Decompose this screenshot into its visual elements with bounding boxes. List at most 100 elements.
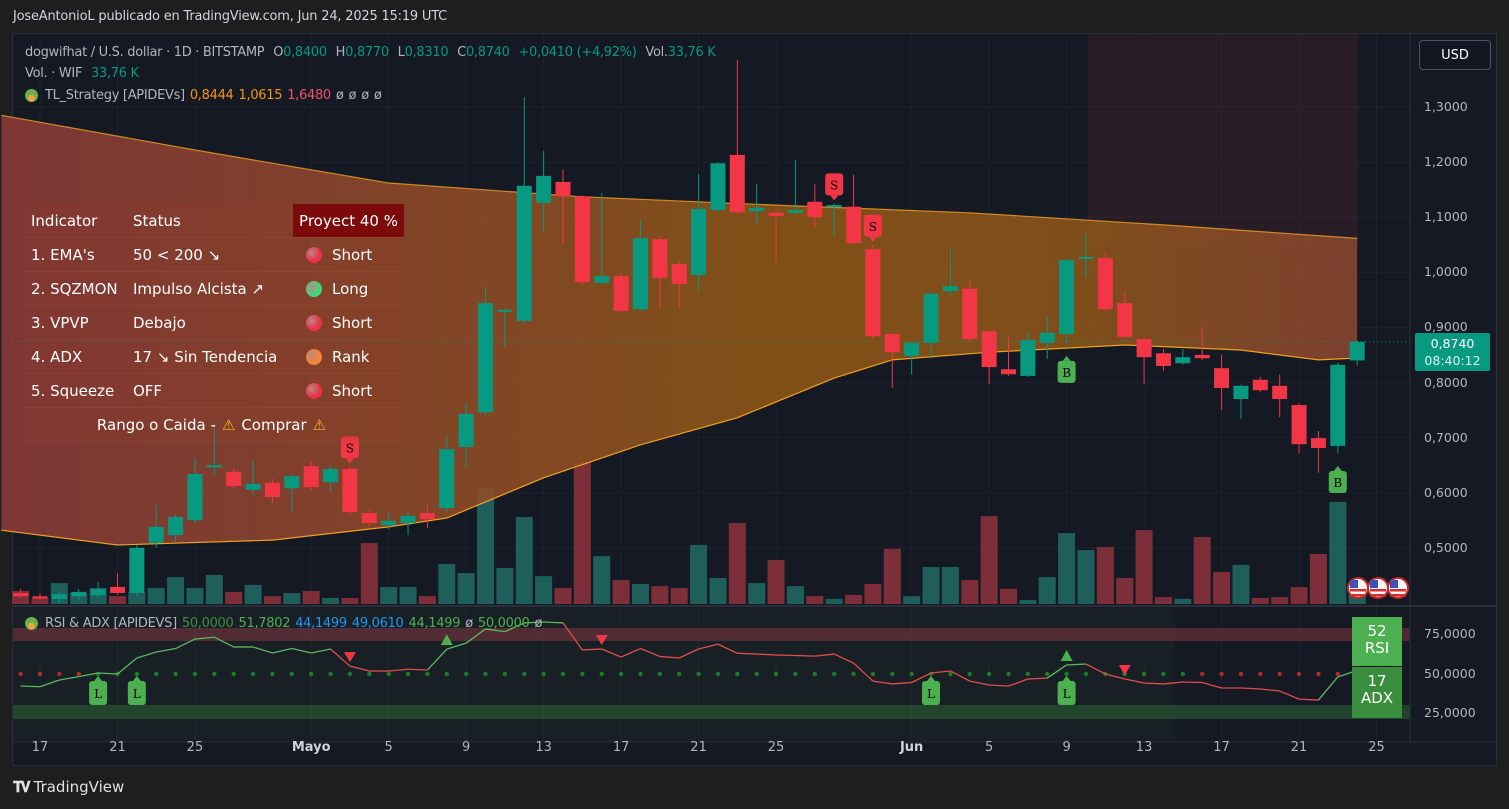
volume-bar xyxy=(1038,577,1056,604)
volume-bar xyxy=(438,564,456,604)
rsi-line-segment xyxy=(194,636,215,640)
time-tick-label: 13 xyxy=(535,740,552,755)
adx-dot xyxy=(270,671,275,677)
flag-stripe xyxy=(1350,594,1366,597)
rsi-line-segment xyxy=(1317,676,1339,701)
signal-pointer xyxy=(1062,355,1071,361)
long-marker: L xyxy=(127,676,146,705)
row-signal: Short xyxy=(293,374,404,407)
rsi-legend-value: ø xyxy=(534,616,543,631)
flag-canton xyxy=(1350,580,1358,588)
volume-bar xyxy=(922,567,940,604)
row-status: Impulso Alcista ↗ xyxy=(133,279,265,298)
volume-bar xyxy=(941,567,959,604)
high-label: H xyxy=(335,45,346,60)
volume-bar xyxy=(1309,554,1327,604)
rsi-line-segment xyxy=(1163,681,1183,685)
candle-body xyxy=(1117,303,1133,337)
candle-body xyxy=(478,303,494,413)
long-box xyxy=(1057,681,1076,705)
adx-dot xyxy=(948,671,953,677)
candles xyxy=(13,60,1365,603)
rsi-line-segment xyxy=(408,668,428,671)
signal-label: B xyxy=(1333,476,1342,490)
tradingview-logo[interactable]: 𝐓𝐕 TradingView xyxy=(13,778,124,796)
adx-dot xyxy=(696,671,701,677)
adx-dot xyxy=(986,671,992,677)
rsi-line-segment xyxy=(349,665,370,672)
bullish-triangle-icon xyxy=(440,634,453,646)
signal-pointer xyxy=(868,236,877,242)
row-status: 50 < 200 ↘ xyxy=(133,245,221,264)
volume-bar xyxy=(360,543,378,604)
adx-dot xyxy=(560,671,566,677)
strategy-legend[interactable]: TL_Strategy [APIDEVs] 0,8444 1,0615 1,64… xyxy=(25,88,382,103)
us-flag-icon xyxy=(1387,577,1409,599)
header-indicator: Indicator xyxy=(31,211,98,230)
price-tick-label: 1,3000 xyxy=(1424,99,1468,114)
candle-body xyxy=(729,154,745,213)
close-value: 0,8740 xyxy=(465,45,510,60)
change-value: +0,0410 (+4,92%) xyxy=(518,45,637,60)
rsi-line-segment xyxy=(795,654,815,657)
rsi-line-segment xyxy=(814,653,835,657)
volume-value: 33,76 K xyxy=(667,45,716,60)
rsi-line-segment xyxy=(1008,678,1029,687)
long-pointer xyxy=(927,676,936,681)
row-indicator: 3. VPVP xyxy=(31,313,89,332)
zone-highlight xyxy=(1088,34,1358,244)
signal-box xyxy=(825,173,844,196)
candle-body xyxy=(187,473,203,521)
rsi-line-segment xyxy=(892,681,912,685)
rsi-legend-value: ø xyxy=(465,616,473,631)
volume-bar xyxy=(883,548,901,604)
rsi-line-segment xyxy=(911,672,932,684)
currency-button[interactable]: USD xyxy=(1419,40,1491,70)
candle-body xyxy=(884,334,900,353)
volume-bar xyxy=(31,597,49,604)
time-tick-label: 21 xyxy=(1290,740,1308,755)
candle-body xyxy=(303,466,319,488)
candle-body xyxy=(148,526,164,543)
candle-body xyxy=(1020,340,1036,376)
long-pointer xyxy=(132,676,141,681)
volume-bar xyxy=(535,576,553,604)
volume-legend[interactable]: Vol. · WIF 33,76 K xyxy=(25,66,139,81)
candle-body xyxy=(1059,260,1075,335)
rsi-adx-legend[interactable]: RSI & ADX [APIDEVS] 50,0000 51,7802 44,149… xyxy=(25,616,547,631)
volume-bar xyxy=(302,590,320,604)
rsi-line-segment xyxy=(562,622,583,651)
adx-dot xyxy=(134,671,140,677)
candle-body xyxy=(613,276,629,311)
volume-bar xyxy=(399,587,417,604)
candle-body xyxy=(536,175,552,203)
adx-dot xyxy=(1238,671,1244,677)
candle-body xyxy=(13,592,29,597)
volume-bar xyxy=(1135,530,1153,604)
rsi-line-segment xyxy=(582,648,602,651)
signal-label: B xyxy=(1062,366,1071,380)
row-signal-label: Short xyxy=(332,245,373,264)
economic-event-flags[interactable] xyxy=(1347,577,1409,599)
adx-dot xyxy=(735,671,740,677)
adx-dot xyxy=(1083,671,1089,677)
price-tick-label: 0,7000 xyxy=(1424,429,1468,445)
rsi-badge-value: 52 xyxy=(1367,622,1387,640)
long-label: L xyxy=(927,687,935,701)
rsi-line-segment xyxy=(601,648,622,658)
time-tick-label: 17 xyxy=(612,740,630,755)
adx-dot xyxy=(1219,671,1224,677)
adx-dot xyxy=(793,671,798,677)
adx-dot xyxy=(657,671,663,677)
rsi-line-segment xyxy=(1240,687,1261,690)
signal-label: S xyxy=(869,220,877,234)
rsi-legend-value: 50,0000 xyxy=(477,616,530,631)
candle-body xyxy=(342,469,358,512)
candle-body xyxy=(942,286,958,292)
rsi-line-segment xyxy=(465,628,486,644)
candle-body xyxy=(1272,385,1288,400)
adx-dot xyxy=(154,671,159,677)
rsi-line-segment xyxy=(717,643,738,654)
adx-dot xyxy=(580,671,585,677)
adx-dot xyxy=(231,671,236,677)
